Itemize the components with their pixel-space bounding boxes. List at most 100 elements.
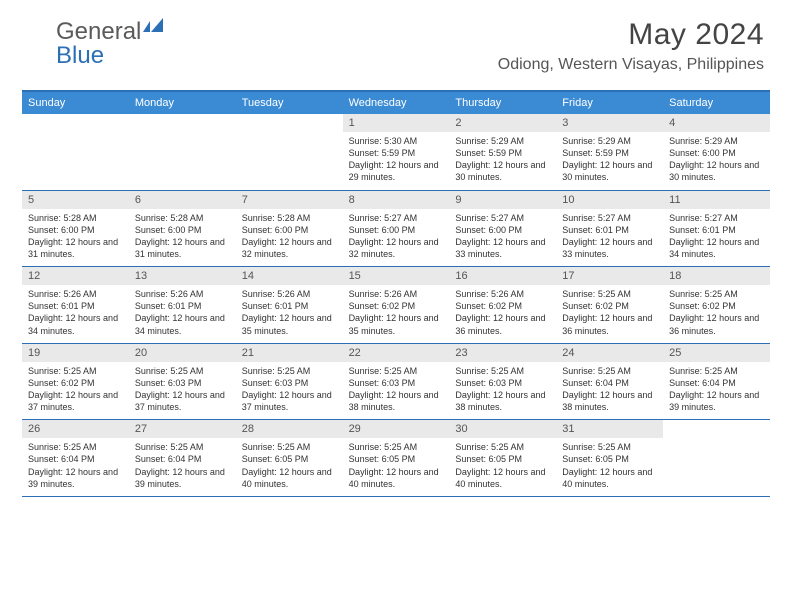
day-number: 15 (343, 267, 450, 285)
day-info: Sunrise: 5:25 AMSunset: 6:04 PMDaylight:… (663, 362, 770, 420)
sunrise-label: Sunrise: (135, 213, 171, 223)
day-info: Sunrise: 5:27 AMSunset: 6:01 PMDaylight:… (663, 209, 770, 267)
day-cell: 28Sunrise: 5:25 AMSunset: 6:05 PMDayligh… (236, 420, 343, 496)
day-header: Sunday (22, 92, 129, 114)
sunrise-label: Sunrise: (455, 213, 491, 223)
week-row: 12Sunrise: 5:26 AMSunset: 6:01 PMDayligh… (22, 267, 770, 344)
day-header: Wednesday (343, 92, 450, 114)
day-cell: 21Sunrise: 5:25 AMSunset: 6:03 PMDayligh… (236, 344, 343, 420)
day-info: Sunrise: 5:29 AMSunset: 5:59 PMDaylight:… (556, 132, 663, 190)
sunset-label: Sunset: (349, 148, 382, 158)
day-cell: 2Sunrise: 5:29 AMSunset: 5:59 PMDaylight… (449, 114, 556, 190)
sunrise-value: 5:27 AM (491, 213, 524, 223)
day-info: Sunrise: 5:30 AMSunset: 5:59 PMDaylight:… (343, 132, 450, 190)
sunrise-label: Sunrise: (349, 442, 385, 452)
day-info: Sunrise: 5:25 AMSunset: 6:03 PMDaylight:… (343, 362, 450, 420)
week-row: 5Sunrise: 5:28 AMSunset: 6:00 PMDaylight… (22, 191, 770, 268)
day-info: Sunrise: 5:25 AMSunset: 6:02 PMDaylight:… (663, 285, 770, 343)
day-number: 2 (449, 114, 556, 132)
sunset-label: Sunset: (135, 301, 168, 311)
sunset-value: 6:03 PM (488, 378, 522, 388)
day-number: 5 (22, 191, 129, 209)
sunset-label: Sunset: (135, 225, 168, 235)
sunrise-value: 5:25 AM (64, 366, 97, 376)
sunrise-value: 5:25 AM (705, 289, 738, 299)
sunrise-label: Sunrise: (349, 213, 385, 223)
day-header: Thursday (449, 92, 556, 114)
sunrise-label: Sunrise: (135, 366, 171, 376)
sunrise-label: Sunrise: (455, 366, 491, 376)
day-number: 8 (343, 191, 450, 209)
sunset-value: 6:04 PM (168, 454, 202, 464)
sunset-value: 6:00 PM (382, 225, 416, 235)
sunrise-label: Sunrise: (135, 289, 171, 299)
sunset-label: Sunset: (669, 301, 702, 311)
sunset-value: 5:59 PM (382, 148, 416, 158)
day-info: Sunrise: 5:26 AMSunset: 6:01 PMDaylight:… (22, 285, 129, 343)
daylight-label: Daylight: (28, 390, 66, 400)
sunrise-value: 5:25 AM (384, 366, 417, 376)
daylight-label: Daylight: (669, 313, 707, 323)
day-info: Sunrise: 5:26 AMSunset: 6:02 PMDaylight:… (343, 285, 450, 343)
sunrise-label: Sunrise: (135, 442, 171, 452)
daylight-label: Daylight: (135, 467, 173, 477)
sunrise-value: 5:27 AM (705, 213, 738, 223)
sunrise-value: 5:29 AM (491, 136, 524, 146)
day-number: 19 (22, 344, 129, 362)
daylight-label: Daylight: (562, 313, 600, 323)
sunrise-label: Sunrise: (455, 136, 491, 146)
sunrise-label: Sunrise: (242, 366, 278, 376)
daylight-label: Daylight: (242, 467, 280, 477)
day-number: 24 (556, 344, 663, 362)
sunset-value: 6:05 PM (382, 454, 416, 464)
daylight-label: Daylight: (242, 390, 280, 400)
sunset-label: Sunset: (135, 378, 168, 388)
sunset-label: Sunset: (349, 301, 382, 311)
day-cell: 11Sunrise: 5:27 AMSunset: 6:01 PMDayligh… (663, 191, 770, 267)
sunrise-label: Sunrise: (669, 213, 705, 223)
day-info: Sunrise: 5:26 AMSunset: 6:01 PMDaylight:… (129, 285, 236, 343)
week-row: 1Sunrise: 5:30 AMSunset: 5:59 PMDaylight… (22, 114, 770, 191)
sunset-label: Sunset: (349, 225, 382, 235)
sunrise-label: Sunrise: (669, 136, 705, 146)
sunset-label: Sunset: (669, 378, 702, 388)
sunrise-value: 5:25 AM (170, 442, 203, 452)
day-info: Sunrise: 5:25 AMSunset: 6:03 PMDaylight:… (449, 362, 556, 420)
day-cell (129, 114, 236, 190)
day-number: 9 (449, 191, 556, 209)
sunset-label: Sunset: (562, 454, 595, 464)
daylight-label: Daylight: (562, 390, 600, 400)
day-info: Sunrise: 5:26 AMSunset: 6:02 PMDaylight:… (449, 285, 556, 343)
daylight-label: Daylight: (28, 237, 66, 247)
day-cell: 27Sunrise: 5:25 AMSunset: 6:04 PMDayligh… (129, 420, 236, 496)
day-number: 3 (556, 114, 663, 132)
sunset-value: 6:02 PM (595, 301, 629, 311)
daylight-label: Daylight: (349, 390, 387, 400)
sunset-label: Sunset: (28, 225, 61, 235)
daylight-label: Daylight: (242, 237, 280, 247)
day-number: 25 (663, 344, 770, 362)
day-info: Sunrise: 5:25 AMSunset: 6:05 PMDaylight:… (236, 438, 343, 496)
sunset-value: 6:05 PM (595, 454, 629, 464)
sunrise-value: 5:29 AM (598, 136, 631, 146)
sunrise-label: Sunrise: (455, 289, 491, 299)
sunset-label: Sunset: (455, 301, 488, 311)
day-cell: 30Sunrise: 5:25 AMSunset: 6:05 PMDayligh… (449, 420, 556, 496)
day-number: 26 (22, 420, 129, 438)
day-header: Friday (556, 92, 663, 114)
sunset-label: Sunset: (562, 148, 595, 158)
sunrise-label: Sunrise: (669, 366, 705, 376)
day-cell: 24Sunrise: 5:25 AMSunset: 6:04 PMDayligh… (556, 344, 663, 420)
sunset-value: 6:02 PM (382, 301, 416, 311)
sunrise-value: 5:25 AM (170, 366, 203, 376)
daylight-label: Daylight: (349, 467, 387, 477)
daylight-label: Daylight: (562, 160, 600, 170)
day-number: 30 (449, 420, 556, 438)
day-number: 28 (236, 420, 343, 438)
day-info: Sunrise: 5:27 AMSunset: 6:01 PMDaylight:… (556, 209, 663, 267)
sunset-value: 6:03 PM (382, 378, 416, 388)
day-number: 16 (449, 267, 556, 285)
day-cell: 22Sunrise: 5:25 AMSunset: 6:03 PMDayligh… (343, 344, 450, 420)
day-number: 1 (343, 114, 450, 132)
sunset-value: 6:04 PM (61, 454, 95, 464)
